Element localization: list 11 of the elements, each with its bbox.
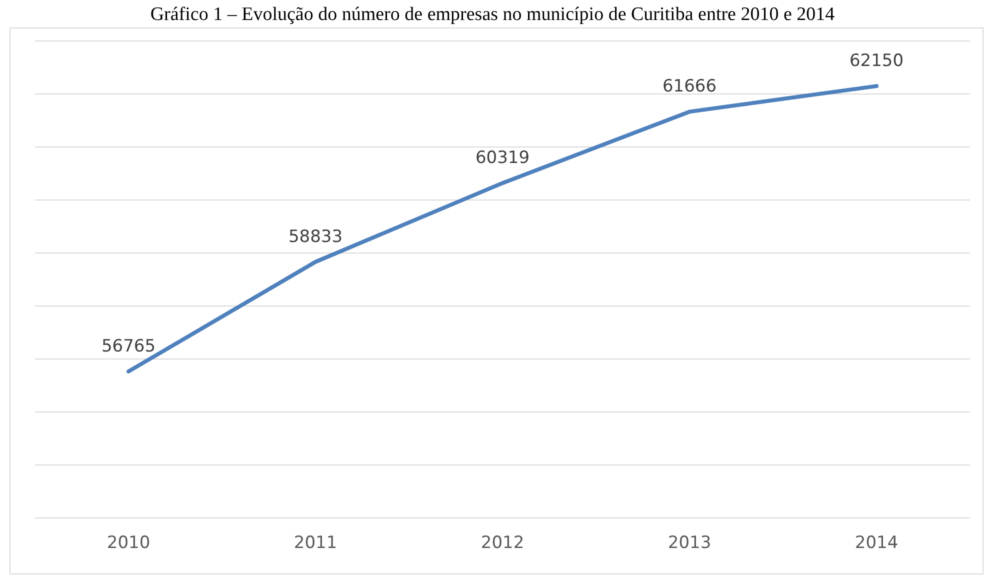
data-label: 56765: [101, 336, 156, 356]
data-label: 60319: [475, 148, 530, 168]
x-tick-label: 2010: [106, 533, 150, 554]
x-tick-label: 2013: [668, 533, 712, 554]
x-tick-label: 2011: [294, 533, 338, 554]
data-label: 62150: [849, 51, 904, 72]
data-label: 61666: [662, 76, 717, 97]
x-tick-label: 2012: [480, 533, 524, 554]
x-tick-label: 2014: [854, 533, 898, 554]
chart-title: Gráfico 1 – Evolução do número de empresas no município de Curitiba entre 2010 e 2014: [150, 4, 836, 25]
data-label: 58833: [288, 226, 343, 247]
